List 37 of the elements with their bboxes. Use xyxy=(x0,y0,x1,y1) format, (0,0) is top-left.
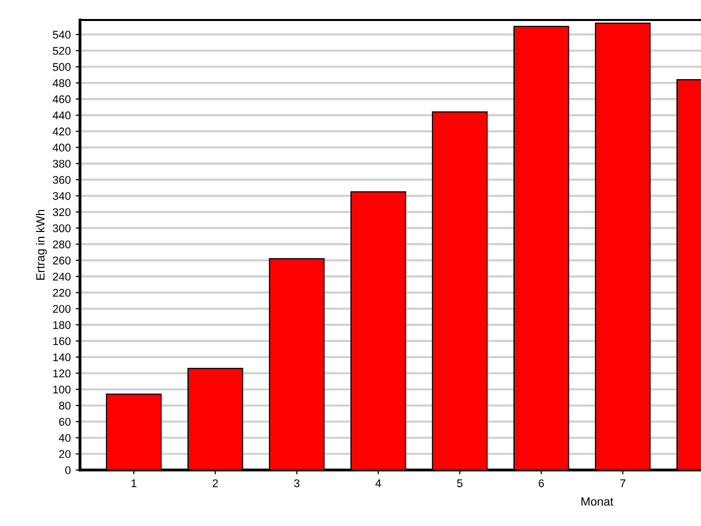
x-tick-label: 2 xyxy=(212,479,218,488)
x-tick-label: 3 xyxy=(294,479,300,488)
y-axis-title: Ertrag in kWh xyxy=(36,210,47,280)
y-tick-label: 0 xyxy=(65,466,71,474)
y-tick-label: 520 xyxy=(52,46,71,55)
y-tick-label: 200 xyxy=(52,304,71,313)
y-tick-label: 120 xyxy=(53,369,71,378)
y-tick-label: 540 xyxy=(52,30,71,39)
x-axis-title: Monat xyxy=(582,497,614,506)
y-tick-label: 20 xyxy=(59,450,71,458)
y-tick-label: 460 xyxy=(52,95,71,104)
y-tick-label: 180 xyxy=(53,321,71,329)
y-tick-label: 420 xyxy=(52,128,71,136)
y-tick-label: 360 xyxy=(52,176,71,184)
x-tick-label: 4 xyxy=(375,479,382,488)
y-tick-label: 260 xyxy=(52,256,71,264)
y-tick-label: 60 xyxy=(59,418,71,426)
y-tick-label: 140 xyxy=(53,353,71,362)
x-tick-label: 5 xyxy=(457,479,462,488)
y-tick-label: 240 xyxy=(52,272,71,281)
y-tick-label: 340 xyxy=(52,192,71,200)
y-tick-label: 400 xyxy=(52,144,71,152)
y-tick-label: 220 xyxy=(52,288,71,297)
x-tick-label: 7 xyxy=(620,479,626,488)
y-tick-label: 380 xyxy=(52,160,71,168)
x-tick-label: 1 xyxy=(132,479,136,488)
y-tick-label: 280 xyxy=(52,240,71,248)
y-tick-label: 500 xyxy=(52,63,71,71)
y-tick-label: 40 xyxy=(58,434,71,442)
y-tick-label: 480 xyxy=(52,79,71,88)
y-tick-label: 80 xyxy=(59,402,71,410)
x-tick-label: 6 xyxy=(538,479,544,488)
y-tick-label: 320 xyxy=(52,208,71,216)
y-tick-label: 300 xyxy=(52,224,71,232)
y-tick-label: 440 xyxy=(52,111,71,120)
y-tick-label: 100 xyxy=(53,386,71,394)
y-tick-label: 160 xyxy=(53,337,71,346)
